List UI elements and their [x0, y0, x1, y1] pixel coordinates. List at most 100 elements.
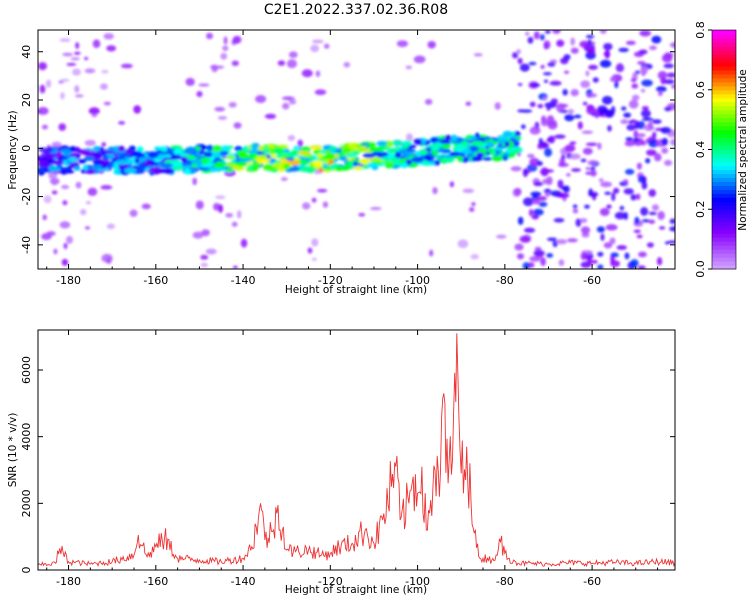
spectrogram-y-label: Frequency (Hz)	[7, 110, 19, 189]
spectrogram-cell	[599, 59, 612, 68]
spectrogram-cell	[590, 169, 597, 177]
spectrogram-cell	[600, 181, 613, 188]
spectrogram-cell	[529, 255, 541, 262]
colorbar-strip	[712, 125, 736, 131]
snr-series-line	[38, 333, 675, 568]
spectrogram-cell	[669, 218, 675, 224]
spectrogram-cell	[74, 94, 84, 98]
spectrogram-band-cell	[504, 141, 510, 148]
spectrogram-cell	[311, 39, 324, 44]
spectrogram-cell	[544, 30, 551, 34]
spectrogram-cell	[101, 253, 113, 263]
snr-x-tick-label: -180	[56, 575, 81, 588]
spectrogram-cell	[661, 137, 669, 146]
spectrogram-band-cell	[80, 149, 92, 156]
colorbar-tick-label: 0.6	[694, 81, 707, 99]
spectrogram-band-cell	[368, 147, 381, 153]
spectrogram-band-cell	[309, 145, 323, 150]
colorbar-strip	[712, 249, 736, 254]
spectrogram-band-cell	[411, 156, 424, 163]
spectrogram-cell	[516, 49, 521, 55]
colorbar-strip	[712, 189, 736, 194]
spectrogram-cell	[589, 166, 596, 171]
spectrogram-cell	[579, 40, 590, 48]
spectrogram-cell	[129, 209, 138, 217]
spectrogram-band-cell	[388, 161, 395, 167]
spectrogram-cell	[280, 177, 288, 182]
spectrogram-cell	[528, 61, 537, 66]
spectrogram-cell	[39, 84, 46, 94]
spectrogram-cell	[651, 204, 660, 211]
spectrogram-cell	[596, 226, 606, 233]
spectrogram-cell	[560, 57, 569, 65]
spectrogram-cell	[310, 44, 320, 53]
spectrogram-band-cell	[252, 162, 262, 168]
spectrogram-cell	[494, 102, 501, 110]
snr-y-tick-label: 2000	[20, 489, 33, 517]
spectrogram-cell	[317, 188, 328, 193]
spectrogram-band-cell	[469, 136, 478, 140]
colorbar-strip	[712, 233, 736, 238]
spectrogram-band-cell	[139, 157, 148, 161]
spectrogram-cell	[38, 62, 48, 71]
spectrogram-band-cell	[267, 145, 275, 149]
spectrogram-cell	[603, 42, 613, 51]
spectrogram-band-cell	[163, 154, 172, 158]
colorbar-strip	[712, 109, 736, 115]
spectrogram-cell	[614, 211, 626, 220]
colorbar-strip	[712, 169, 736, 174]
colorbar-strip	[712, 225, 736, 230]
colorbar-tick-label: 0.0	[694, 260, 707, 278]
spectrogram-cell	[427, 40, 436, 49]
spectrogram-cell	[133, 105, 142, 114]
spectrogram-cell	[525, 31, 530, 36]
spectrogram-band-cell	[431, 138, 439, 142]
spectrogram-cell	[641, 219, 651, 223]
colorbar-strip	[712, 205, 736, 210]
spectrogram-heat	[38, 30, 675, 269]
spectrogram-cell	[542, 96, 548, 101]
spectrogram-cell	[661, 147, 669, 154]
spectrogram-cell	[597, 142, 602, 150]
spectrogram-band-cell	[64, 169, 75, 174]
spectrogram-band-cell	[293, 145, 300, 150]
spectrogram-band-cell	[147, 151, 159, 159]
spectrogram-cell	[237, 210, 242, 219]
spectrogram-cell	[80, 208, 87, 216]
spectrogram-cell	[664, 106, 672, 112]
spectrogram-cell	[651, 119, 662, 124]
spectrogram-cell	[563, 70, 570, 75]
colorbar-strip	[712, 153, 736, 159]
spectrogram-cell	[41, 124, 49, 130]
spectrogram-cell	[624, 168, 635, 175]
spectrogram-cell	[106, 223, 116, 230]
spectrogram-cell	[631, 94, 640, 101]
spectrogram-cell	[581, 232, 590, 238]
spectrogram-cell	[623, 112, 632, 118]
spectrogram-cell	[607, 125, 612, 132]
spectrogram-cell	[307, 247, 313, 254]
colorbar-strip	[712, 209, 736, 214]
spectrogram-band-cell	[420, 161, 434, 166]
spectrogram-cell	[572, 208, 579, 214]
colorbar: 0.0 0.2 0.4 0.6 0.8 Normalized spectral ampl…	[694, 21, 749, 278]
spectrogram-band-cell	[350, 159, 362, 163]
spectrogram-cell	[563, 185, 570, 193]
snr-x-tick-label: -100	[405, 575, 430, 588]
spectrogram-cell	[592, 77, 599, 83]
colorbar-strip	[712, 241, 736, 246]
spectrogram-band-cell	[387, 153, 394, 160]
spectrogram-cell	[532, 198, 541, 205]
spectrogram-band-cell	[491, 156, 504, 162]
colorbar-strip	[712, 201, 736, 206]
colorbar-strip	[712, 93, 736, 99]
spectrogram-cell	[636, 133, 646, 138]
spectrogram-cell	[457, 239, 469, 249]
spectrogram-cell	[527, 36, 534, 44]
spectrogram-cell	[432, 187, 438, 195]
spectrogram-band-cell	[113, 161, 119, 168]
spectrogram-band-cell	[145, 160, 151, 166]
spectrogram-cell	[543, 40, 551, 50]
spectrogram-band-cell	[469, 145, 479, 152]
